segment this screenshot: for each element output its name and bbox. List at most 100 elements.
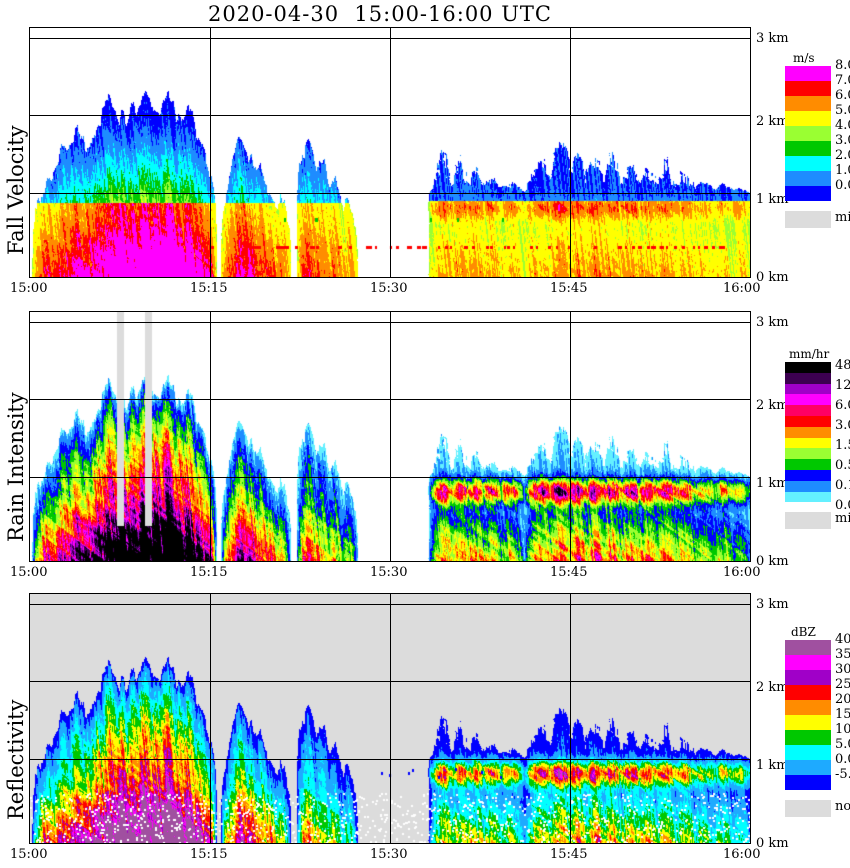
colorbar-band <box>785 405 831 416</box>
ytick-3km-p2: 3 km <box>756 597 789 612</box>
colorbar-band <box>785 700 831 715</box>
gridline-vertical <box>210 312 211 561</box>
ytick-3km-p0: 3 km <box>756 31 789 46</box>
colorbar-band <box>785 171 831 186</box>
colorbar-tick-label: 2.0 <box>835 148 850 163</box>
colorbar-tick-label: 25.0 <box>835 677 850 692</box>
gridline-vertical <box>210 594 211 843</box>
colorbar-band <box>785 715 831 730</box>
xtick-3-p0: 15:45 <box>550 281 587 296</box>
plot-area-reflectivity[interactable] <box>29 593 751 844</box>
colorbar-tick-label: 12.0 <box>835 378 850 393</box>
colorbar-tick-label: 35.0 <box>835 647 850 662</box>
ytick-1km-p0: 1 km <box>756 192 789 207</box>
xtick-2-p2: 15:30 <box>370 847 407 862</box>
xtick-3-p1: 15:45 <box>550 565 587 580</box>
colorbar-tick-label: 5.0 <box>835 103 850 118</box>
plot-area-fall-velocity[interactable] <box>29 27 751 278</box>
ytick-1km-p1: 1 km <box>756 476 789 491</box>
colorbar-tick-label: 20.0 <box>835 692 850 707</box>
colorbar-strip-fall-velocity <box>785 66 831 201</box>
colorbar-tick-label: 0.5 <box>835 458 850 473</box>
xtick-0-p2: 15:00 <box>10 847 47 862</box>
colorbar-units-fall-velocity: m/s <box>793 51 815 65</box>
ytick-2km-p1: 2 km <box>756 398 789 413</box>
ytick-3km-p1: 3 km <box>756 315 789 330</box>
colorbar-tick-label: 6.0 <box>835 398 850 413</box>
panel-label-reflectivity: Reflectivity <box>4 700 28 820</box>
colorbar-band <box>785 427 831 438</box>
colorbar-band <box>785 670 831 685</box>
page-title: 2020-04-30 15:00-16:00 UTC <box>0 2 760 26</box>
colorbar-band <box>785 416 831 427</box>
colorbar-band <box>785 685 831 700</box>
colorbar-tick-label: 4.0 <box>835 118 850 133</box>
colorbar-band <box>785 640 831 655</box>
colorbar-band <box>785 655 831 670</box>
gridline-vertical <box>390 594 391 843</box>
colorbar-tick-label: 15.0 <box>835 707 850 722</box>
colorbar-tick-label: 1.5 <box>835 438 850 453</box>
ytick-0km-p1: 0 km <box>756 554 789 569</box>
plot-area-rain-intensity[interactable] <box>29 311 751 562</box>
ytick-2km-p0: 2 km <box>756 114 789 129</box>
colorbar-band <box>785 186 831 201</box>
colorbar-band <box>785 384 831 395</box>
xtick-3-p2: 15:45 <box>550 847 587 862</box>
gridline-vertical <box>390 312 391 561</box>
colorbar-units-rain-intensity: mm/hr <box>789 347 829 361</box>
colorbar-missing-swatch <box>785 800 831 817</box>
ytick-1km-p2: 1 km <box>756 758 789 773</box>
xtick-2-p0: 15:30 <box>370 281 407 296</box>
xtick-1-p0: 15:15 <box>190 281 227 296</box>
colorbar-tick-label: 0.0 <box>835 752 850 767</box>
colorbar-band <box>785 362 831 373</box>
colorbar-band <box>785 470 831 481</box>
colorbar-tick-label: 3.0 <box>835 418 850 433</box>
xtick-4-p2: 16:00 <box>723 847 760 862</box>
colorbar-band <box>785 745 831 760</box>
colorbar-band <box>785 126 831 141</box>
ytick-2km-p2: 2 km <box>756 680 789 695</box>
colorbar-missing-label: miss <box>835 511 850 526</box>
colorbar-tick-label: 0.1 <box>835 478 850 493</box>
colorbar-band <box>785 448 831 459</box>
colorbar-units-reflectivity: dBZ <box>791 625 816 639</box>
colorbar-missing-label: none <box>835 799 850 814</box>
gridline-vertical <box>570 28 571 277</box>
xtick-2-p1: 15:30 <box>370 565 407 580</box>
colorbar-tick-label: 1.0 <box>835 163 850 178</box>
colorbar-strip-reflectivity <box>785 640 831 790</box>
gridline-vertical <box>210 28 211 277</box>
colorbar-band <box>785 438 831 449</box>
panel-label-fall-velocity: Fall Velocity <box>4 125 28 255</box>
colorbar-band <box>785 141 831 156</box>
xtick-1-p2: 15:15 <box>190 847 227 862</box>
xtick-0-p1: 15:00 <box>10 565 47 580</box>
colorbar-band <box>785 775 831 790</box>
colorbar-band <box>785 111 831 126</box>
colorbar-band <box>785 373 831 384</box>
colorbar-band <box>785 66 831 81</box>
colorbar-band <box>785 81 831 96</box>
colorbar-missing-label: miss <box>835 210 850 225</box>
colorbar-tick-label: 7.0 <box>835 73 850 88</box>
colorbar-band <box>785 492 831 503</box>
colorbar-tick-label: 8.0 <box>835 58 850 73</box>
colorbar-tick-label: 30.0 <box>835 662 850 677</box>
ytick-0km-p2: 0 km <box>756 836 789 851</box>
colorbar-band <box>785 156 831 171</box>
panel-label-rain-intensity: Rain Intensity <box>4 392 28 542</box>
colorbar-tick-label: 40.0 <box>835 632 850 647</box>
colorbar-band <box>785 730 831 745</box>
colorbar-tick-label: -5.0 <box>835 767 850 782</box>
gridline-vertical <box>390 28 391 277</box>
colorbar-tick-label: 0.0 <box>835 178 850 193</box>
colorbar-tick-label: 6.0 <box>835 88 850 103</box>
xtick-4-p0: 16:00 <box>723 281 760 296</box>
ytick-0km-p0: 0 km <box>756 270 789 285</box>
xtick-1-p1: 15:15 <box>190 565 227 580</box>
colorbar-tick-label: 3.0 <box>835 133 850 148</box>
gridline-vertical <box>570 594 571 843</box>
colorbar-missing-swatch <box>785 512 831 529</box>
